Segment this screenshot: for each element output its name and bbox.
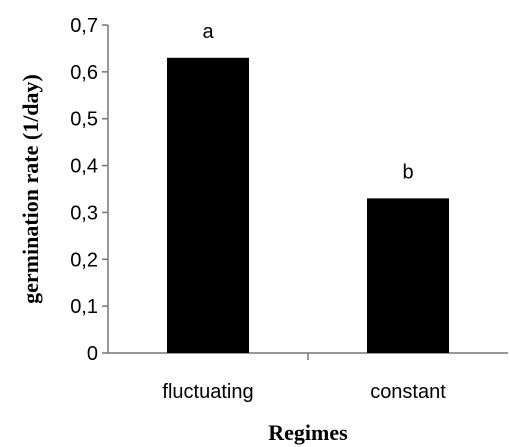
bar-constant xyxy=(367,198,449,353)
x-tick-label: fluctuating xyxy=(162,381,253,403)
x-tick-label: constant xyxy=(370,381,446,403)
y-tick-label: 0,2 xyxy=(70,249,98,271)
y-tick-label: 0,1 xyxy=(70,296,98,318)
plot-area: 0 0,1 0,2 0,3 0,4 0,5 0,6 0,7 a fluctuating b const… xyxy=(70,15,508,403)
y-tick-label: 0,4 xyxy=(70,156,98,178)
bar-fluctuating xyxy=(167,57,249,354)
y-tick-label: 0 xyxy=(87,343,98,365)
significance-label: a xyxy=(202,21,214,43)
y-tick-label: 0,7 xyxy=(70,15,98,37)
y-axis-title: germination rate (1/day) xyxy=(18,74,43,304)
y-tick-label: 0,6 xyxy=(70,62,98,84)
x-axis-title: Regimes xyxy=(268,420,348,445)
y-tick-label: 0,5 xyxy=(70,109,98,131)
significance-label: b xyxy=(402,161,413,183)
y-tick-label: 0,3 xyxy=(70,202,98,224)
